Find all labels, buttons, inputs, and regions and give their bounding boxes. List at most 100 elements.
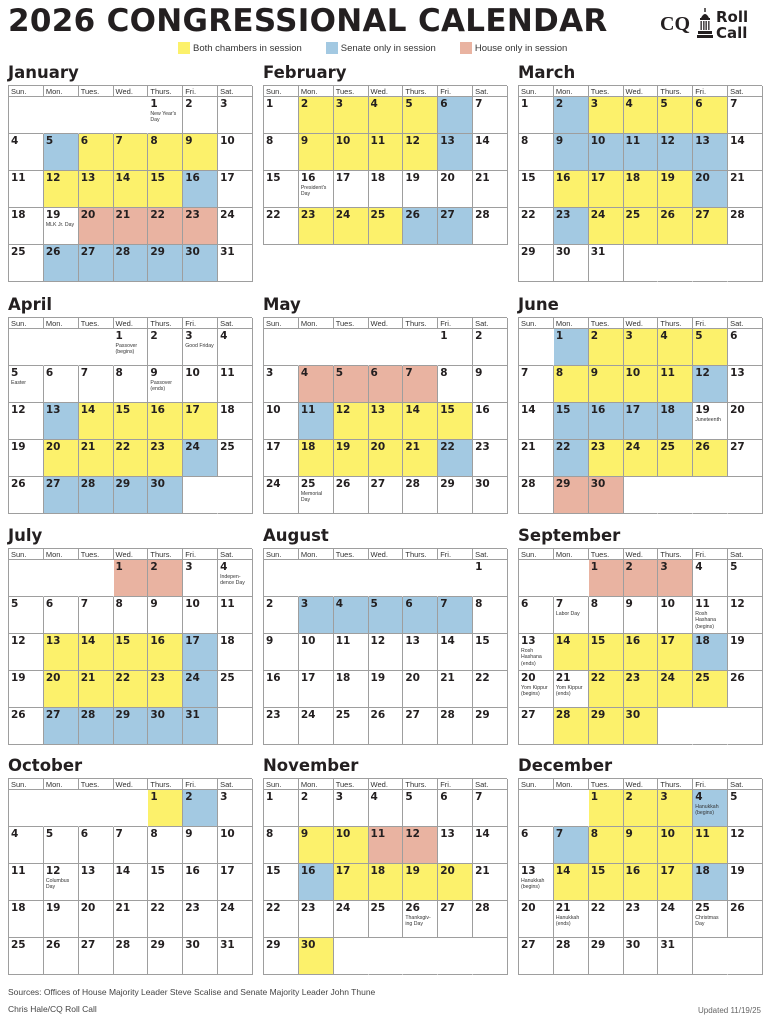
day-cell: 14 — [78, 403, 114, 440]
day-number: 27 — [45, 478, 61, 490]
day-cell: 1 — [438, 329, 474, 366]
weekday-header: Mon. — [553, 86, 589, 97]
day-number: 15 — [590, 635, 606, 647]
day-number: 9 — [150, 598, 158, 610]
day-cell: 13 — [43, 634, 79, 671]
day-number: 1 — [115, 561, 123, 573]
day-cell: 15 — [553, 403, 589, 440]
month-march: March Sun. Mon. Tues. Wed. Thurs. Fri. Sat. 1 2 3 4… — [518, 63, 763, 282]
day-cell: 16 — [148, 403, 184, 440]
day-cell: 25 — [218, 440, 253, 477]
empty-day-cell — [333, 560, 369, 597]
day-number: 7 — [405, 367, 413, 379]
day-cell: 18 — [623, 171, 659, 208]
day-number: 5 — [335, 367, 343, 379]
day-number: 10 — [220, 135, 235, 147]
day-number: 15 — [266, 172, 281, 184]
day-number: 17 — [660, 635, 675, 647]
day-cell: 19 — [333, 440, 369, 477]
weekday-header: Wed. — [113, 549, 149, 560]
weekday-header: Sat. — [218, 318, 253, 329]
day-cell: 9 — [473, 366, 508, 403]
weekday-header: Thurs. — [148, 779, 184, 790]
day-cell: 24 — [218, 901, 253, 938]
day-number: 22 — [555, 441, 571, 453]
weekday-header: Tues. — [78, 86, 114, 97]
weekday-header: Sun. — [264, 779, 299, 790]
day-cell: 16 — [183, 864, 219, 901]
day-number: 22 — [115, 441, 131, 453]
weekday-header: Sat. — [728, 318, 763, 329]
day-number: 1 — [440, 330, 448, 342]
weekday-header: Wed. — [623, 779, 659, 790]
day-note: Labor Day — [555, 611, 580, 617]
month-grid: Sun. Mon. Tues. Wed. Thurs. Fri. Sat. 1 2 3 4 Indep… — [8, 548, 253, 745]
day-cell: 11 — [9, 171, 44, 208]
empty-day-cell — [78, 560, 114, 597]
month-august: August Sun. Mon. Tues. Wed. Thurs. Fri. Sat. 1 2 3… — [263, 526, 508, 745]
month-grid: Sun. Mon. Tues. Wed. Thurs. Fri. Sat. 1 New Year… — [8, 85, 253, 282]
day-cell: 25 — [693, 671, 729, 708]
weekday-header: Thurs. — [403, 86, 439, 97]
day-cell: 7 — [113, 134, 149, 171]
day-cell: 20 — [78, 208, 114, 245]
day-cell: 22 — [113, 671, 149, 708]
day-number: 16 — [266, 672, 281, 684]
day-number: 21 — [440, 672, 455, 684]
day-number: 12 — [11, 404, 26, 416]
day-number: 7 — [115, 828, 123, 840]
day-number: 14 — [80, 635, 96, 647]
day-cell: 13 — [693, 134, 729, 171]
empty-day-cell — [553, 790, 589, 827]
day-cell: 22 — [588, 901, 624, 938]
weekday-header: Fri. — [183, 318, 219, 329]
day-number: 7 — [730, 98, 738, 110]
day-number: 5 — [730, 791, 738, 803]
day-cell: 14 — [78, 634, 114, 671]
day-number: 13 — [440, 135, 455, 147]
day-cell: 4 — [368, 97, 404, 134]
day-cell: 28 — [403, 477, 439, 514]
day-number: 18 — [695, 635, 710, 647]
day-number: 25 — [11, 939, 26, 951]
day-note: Christmas Day — [695, 915, 719, 928]
day-number: 9 — [475, 367, 483, 379]
day-cell: 4 — [623, 97, 659, 134]
day-cell: 21 — [728, 171, 763, 208]
day-number: 22 — [590, 672, 606, 684]
day-cell: 11 — [693, 827, 729, 864]
day-cell: 25 — [658, 440, 694, 477]
day-number: 1 — [590, 791, 598, 803]
day-cell: 13 Rosh Hashana (ends) — [519, 634, 554, 671]
day-number: 6 — [730, 330, 738, 342]
day-number: 7 — [475, 791, 483, 803]
day-number: 25 — [660, 441, 675, 453]
day-cell: 17 — [218, 171, 253, 208]
day-number: 8 — [266, 135, 274, 147]
weekday-header: Sun. — [264, 318, 299, 329]
day-cell: 18 — [693, 864, 729, 901]
day-number: 10 — [660, 598, 675, 610]
day-number: 12 — [11, 635, 26, 647]
day-cell: 23 — [473, 440, 508, 477]
day-cell: 7 — [728, 97, 763, 134]
day-cell: 29 — [473, 708, 508, 745]
day-cell: 27 — [519, 938, 554, 975]
day-number: 29 — [521, 246, 536, 258]
empty-day-cell — [218, 708, 253, 745]
day-number: 29 — [115, 709, 131, 721]
empty-day-cell — [183, 477, 219, 514]
day-cell: 27 — [438, 901, 474, 938]
weekday-header: Sun. — [264, 549, 299, 560]
day-number: 21 — [475, 865, 490, 877]
day-cell: 1 — [113, 560, 149, 597]
day-number: 5 — [45, 135, 54, 147]
day-number: 12 — [405, 135, 420, 147]
day-number: 14 — [405, 404, 420, 416]
month-february: February Sun. Mon. Tues. Wed. Thurs. Fri. Sat. 1… — [263, 63, 508, 245]
day-number: 21 — [115, 902, 131, 914]
day-number: 7 — [555, 598, 564, 610]
day-cell: 11 — [218, 366, 253, 403]
day-cell: 7 — [473, 790, 508, 827]
day-cell: 19 — [728, 634, 763, 671]
